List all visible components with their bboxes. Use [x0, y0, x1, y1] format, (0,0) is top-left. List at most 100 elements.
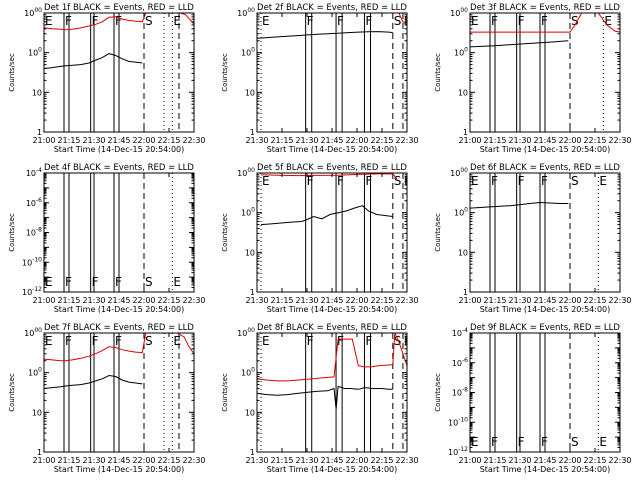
x-tick-label: 22:00	[558, 456, 581, 465]
y-tick-label: 10-4	[452, 327, 468, 338]
x-tick-label: 21:45	[107, 296, 130, 305]
marker-label: E	[45, 275, 53, 289]
marker-label: E	[173, 334, 181, 348]
y-tick-exponent: -6	[462, 357, 468, 364]
marker-label: E	[599, 435, 607, 449]
y-axis-label: Counts/sec	[8, 373, 16, 412]
panel-title: Det 1f BLACK = Events, RED = LLD	[44, 3, 194, 13]
x-tick-label: 21:15	[483, 136, 506, 145]
y-tick-label: 1000	[237, 167, 255, 178]
y-tick-label: 100	[241, 47, 255, 58]
events-series-line	[470, 201, 569, 209]
x-axis-label: Start Time (14-Dec-15 20:54:00)	[54, 465, 185, 474]
y-tick-exponent: 0	[38, 47, 42, 54]
marker-label: F	[491, 14, 498, 28]
x-tick-label: 22:15	[157, 136, 180, 145]
marker-label: F	[337, 14, 344, 28]
y-tick-label: 100	[454, 47, 468, 58]
x-tick-label: 22:15	[370, 136, 393, 145]
plot-frame	[256, 172, 408, 293]
x-tick-label: 22:00	[132, 296, 155, 305]
x-axis-label: Start Time (14-Dec-15 20:54:00)	[267, 465, 398, 474]
x-tick-label: 22:30	[182, 136, 205, 145]
y-tick-label: 1	[250, 448, 255, 457]
marker-label: E	[404, 334, 412, 348]
panel-title: Det 6f BLACK = Events, RED = LLD	[470, 163, 620, 173]
y-tick-base: 10	[241, 369, 251, 378]
x-tick-label: 21:30	[245, 456, 268, 465]
marker-label: E	[604, 14, 612, 28]
x-tick-label: 22:30	[395, 136, 418, 145]
y-tick-base: 10	[241, 209, 251, 218]
marker-label: S	[394, 334, 402, 348]
x-tick-label: 21:45	[107, 136, 130, 145]
x-tick-label: 22:00	[132, 456, 155, 465]
x-tick-label: 21:30	[295, 296, 318, 305]
y-tick-base: 10	[24, 9, 34, 18]
x-tick-label: 21:00	[458, 136, 481, 145]
x-tick-label: 21:30	[82, 296, 105, 305]
marker-label: F	[541, 174, 548, 188]
y-tick-label: 10	[32, 408, 42, 417]
events-series-line	[261, 205, 393, 226]
marker-label: F	[365, 174, 372, 188]
marker-label: F	[115, 275, 122, 289]
y-tick-base: 10	[237, 329, 247, 338]
marker-label: E	[262, 174, 270, 188]
marker-label: F	[491, 435, 498, 449]
y-tick-label: 10	[245, 248, 255, 257]
x-tick-label: 22:15	[583, 136, 606, 145]
marker-label: E	[45, 334, 53, 348]
x-axis-label: Start Time (14-Dec-15 20:54:00)	[54, 145, 185, 154]
panel-title: Det 2f BLACK = Events, RED = LLD	[257, 3, 407, 13]
x-tick-label: 22:30	[608, 136, 631, 145]
y-tick-exponent: 0	[251, 47, 255, 54]
y-tick-label: 1	[37, 448, 42, 457]
x-tick-label: 22:15	[157, 456, 180, 465]
y-tick-exponent: 0	[464, 207, 468, 214]
y-tick-exponent: -6	[36, 197, 42, 204]
y-tick-exponent: -12	[458, 446, 468, 453]
x-tick-label: 21:30	[508, 456, 531, 465]
x-tick-label: 22:00	[558, 296, 581, 305]
x-tick-label: 21:00	[458, 296, 481, 305]
y-tick-label: 1	[37, 128, 42, 137]
x-tick-label: 21:30	[508, 296, 531, 305]
marker-label: S	[571, 174, 579, 188]
y-tick-label: 10-6	[452, 357, 468, 368]
marker-label: E	[404, 174, 412, 188]
y-tick-base: 10	[26, 199, 36, 208]
marker-label: E	[262, 14, 270, 28]
marker-label: E	[404, 14, 412, 28]
marker-label: S	[145, 14, 153, 28]
x-tick-label: 22:00	[558, 136, 581, 145]
x-tick-label: 22:30	[608, 456, 631, 465]
y-axis-label: Counts/sec	[221, 213, 229, 252]
y-tick-exponent: -10	[32, 256, 42, 263]
y-tick-base: 10	[24, 329, 34, 338]
x-tick-label: 21:15	[270, 136, 293, 145]
x-tick-label: 22:15	[583, 296, 606, 305]
y-tick-exponent: -4	[462, 327, 468, 334]
marker-label: F	[115, 14, 122, 28]
panel-title: Det 7f BLACK = Events, RED = LLD	[44, 323, 194, 333]
marker-label: F	[92, 334, 99, 348]
y-tick-label: 1000	[450, 167, 468, 178]
y-tick-base: 10	[237, 9, 247, 18]
x-tick-label: 21:30	[245, 136, 268, 145]
marker-label: F	[518, 14, 525, 28]
y-tick-base: 10	[452, 359, 462, 368]
x-tick-label: 21:30	[295, 456, 318, 465]
lld-series-line	[257, 333, 407, 382]
y-tick-label: 1000	[237, 327, 255, 338]
y-tick-label: 10-4	[26, 167, 42, 178]
y-tick-exponent: 00	[460, 167, 468, 174]
x-tick-label: 22:15	[157, 296, 180, 305]
